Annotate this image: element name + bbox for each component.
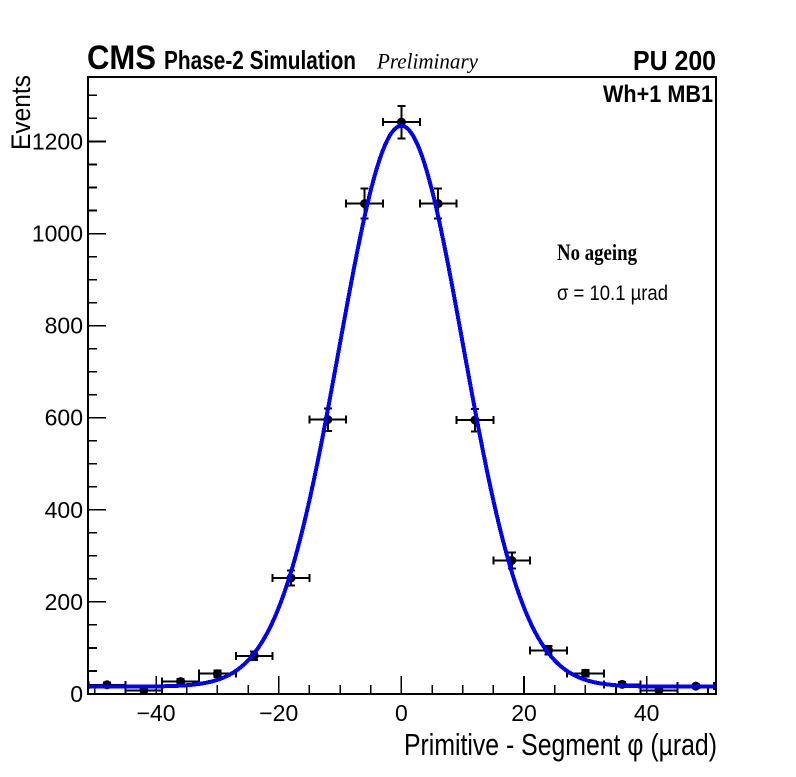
context-label: Phase-2 Simulation — [164, 45, 356, 75]
scenario-label: No ageing — [557, 240, 637, 265]
plot-frame — [87, 76, 717, 695]
x-tick-label: 0 — [395, 700, 408, 726]
status-label: Preliminary — [376, 49, 478, 74]
x-tick-label: −20 — [259, 700, 298, 726]
data-point — [381, 104, 421, 140]
resolution-label: σ = 10.1 µrad — [557, 282, 668, 305]
data-series — [87, 104, 716, 695]
y-tick-label: 1000 — [32, 221, 83, 247]
data-marker — [212, 669, 222, 679]
y-tick-label: 0 — [70, 681, 83, 707]
x-tick-label: 20 — [511, 700, 537, 726]
data-marker — [580, 668, 590, 678]
header-row: CMS Phase-2 Simulation Preliminary PU 20… — [87, 39, 716, 77]
experiment-label: CMS — [87, 39, 156, 77]
y-tick-label: 1200 — [32, 128, 83, 154]
x-tick-label: −40 — [137, 700, 176, 726]
pileup-label: PU 200 — [633, 45, 716, 76]
y-tick-label: 400 — [45, 497, 83, 523]
x-tick-label: 40 — [634, 700, 660, 726]
y-tick-label: 800 — [45, 313, 83, 339]
y-axis-title: Events — [6, 75, 36, 150]
chamber-label: Wh+1 MB1 — [603, 81, 713, 108]
x-axis-title: Primitive - Segment φ (µrad) — [404, 727, 717, 762]
y-tick-label: 200 — [45, 589, 83, 615]
y-tick-label: 600 — [45, 405, 83, 431]
axis-ticks — [88, 94, 709, 695]
fit-curve — [88, 123, 716, 689]
